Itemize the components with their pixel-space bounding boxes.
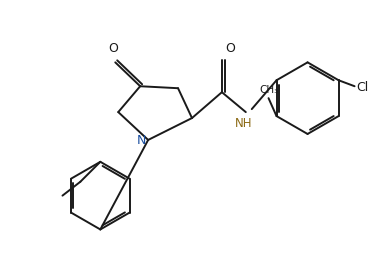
Text: NH: NH (235, 117, 252, 130)
Text: N: N (137, 134, 146, 147)
Text: CH₃: CH₃ (259, 85, 278, 95)
Text: Cl: Cl (357, 81, 369, 94)
Text: O: O (108, 42, 118, 55)
Text: O: O (225, 42, 235, 55)
